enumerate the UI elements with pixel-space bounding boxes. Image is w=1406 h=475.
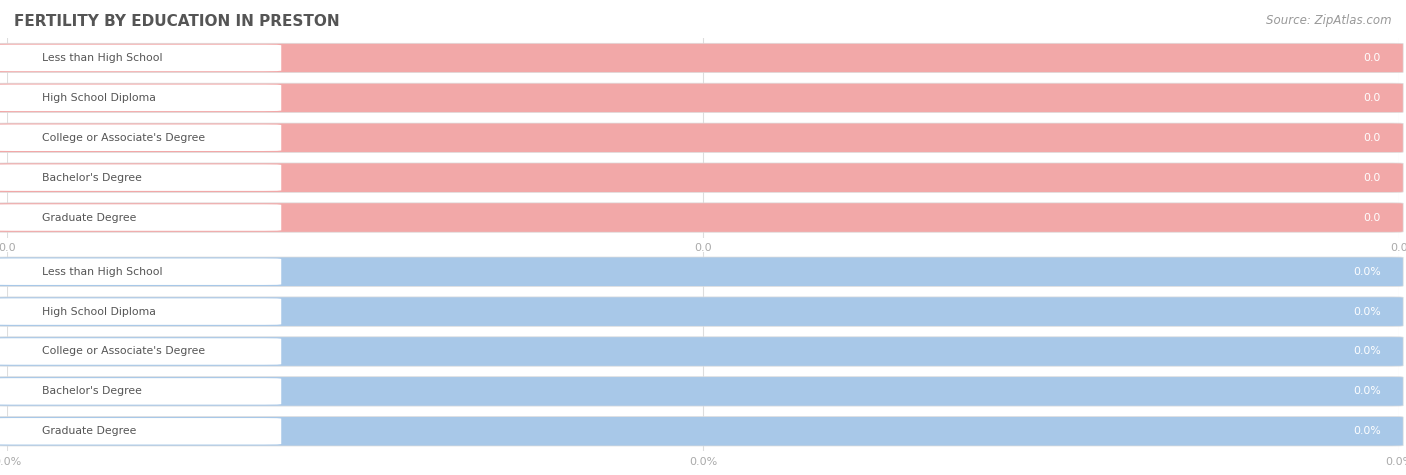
FancyBboxPatch shape: [0, 378, 281, 405]
Text: 0.0%: 0.0%: [1353, 306, 1381, 317]
FancyBboxPatch shape: [0, 417, 1403, 446]
FancyBboxPatch shape: [0, 418, 281, 445]
Text: FERTILITY BY EDUCATION IN PRESTON: FERTILITY BY EDUCATION IN PRESTON: [14, 14, 340, 29]
FancyBboxPatch shape: [0, 43, 1403, 73]
FancyBboxPatch shape: [0, 124, 281, 151]
FancyBboxPatch shape: [0, 85, 281, 111]
Text: College or Associate's Degree: College or Associate's Degree: [42, 133, 205, 143]
FancyBboxPatch shape: [0, 164, 281, 191]
Text: Bachelor's Degree: Bachelor's Degree: [42, 386, 142, 397]
Text: High School Diploma: High School Diploma: [42, 93, 156, 103]
Text: Less than High School: Less than High School: [42, 53, 162, 63]
FancyBboxPatch shape: [0, 258, 281, 285]
Text: 0.0: 0.0: [1364, 172, 1381, 183]
Text: High School Diploma: High School Diploma: [42, 306, 156, 317]
Text: 0.0%: 0.0%: [1353, 386, 1381, 397]
Text: 0.0%: 0.0%: [1353, 426, 1381, 437]
Text: 0.0: 0.0: [1364, 93, 1381, 103]
FancyBboxPatch shape: [0, 203, 1403, 232]
FancyBboxPatch shape: [0, 377, 1403, 406]
FancyBboxPatch shape: [0, 297, 1403, 326]
Text: 0.0: 0.0: [1364, 133, 1381, 143]
FancyBboxPatch shape: [0, 338, 281, 365]
FancyBboxPatch shape: [0, 298, 281, 325]
Text: Graduate Degree: Graduate Degree: [42, 212, 136, 223]
FancyBboxPatch shape: [0, 83, 1403, 113]
Text: 0.0: 0.0: [1364, 53, 1381, 63]
FancyBboxPatch shape: [0, 204, 281, 231]
Text: Less than High School: Less than High School: [42, 266, 162, 277]
Text: College or Associate's Degree: College or Associate's Degree: [42, 346, 205, 357]
FancyBboxPatch shape: [0, 257, 1403, 286]
Text: Source: ZipAtlas.com: Source: ZipAtlas.com: [1267, 14, 1392, 27]
Text: 0.0: 0.0: [1364, 212, 1381, 223]
FancyBboxPatch shape: [0, 45, 281, 71]
FancyBboxPatch shape: [0, 337, 1403, 366]
FancyBboxPatch shape: [0, 123, 1403, 152]
Text: 0.0%: 0.0%: [1353, 346, 1381, 357]
Text: 0.0%: 0.0%: [1353, 266, 1381, 277]
FancyBboxPatch shape: [0, 163, 1403, 192]
Text: Bachelor's Degree: Bachelor's Degree: [42, 172, 142, 183]
Text: Graduate Degree: Graduate Degree: [42, 426, 136, 437]
